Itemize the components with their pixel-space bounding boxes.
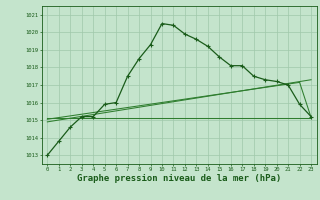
X-axis label: Graphe pression niveau de la mer (hPa): Graphe pression niveau de la mer (hPa)	[77, 174, 281, 183]
